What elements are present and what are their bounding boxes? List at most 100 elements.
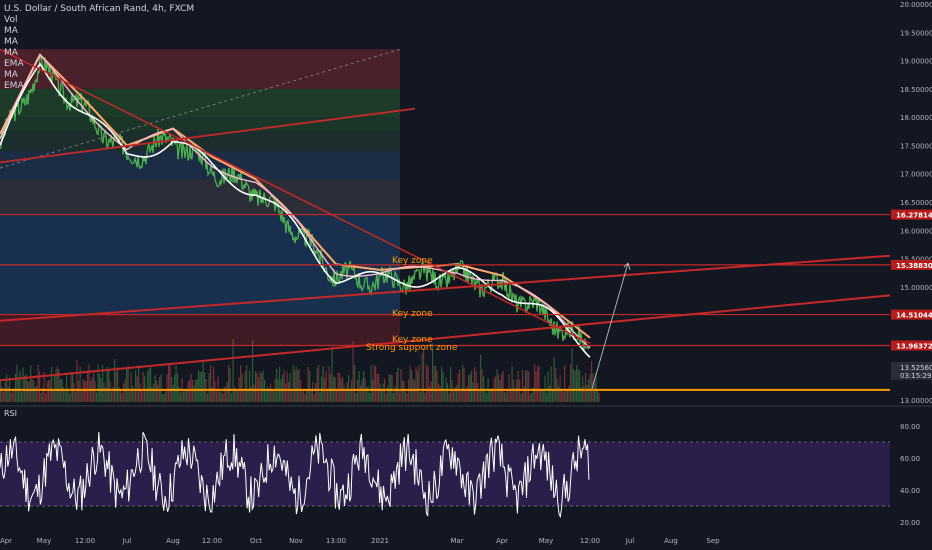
indicator-vol[interactable]: Vol xyxy=(4,15,18,25)
volume-bar xyxy=(37,364,39,402)
volume-bar xyxy=(576,364,578,402)
y-tick-label: 17.50000 xyxy=(900,142,932,150)
volume-bar xyxy=(7,386,9,402)
volume-bar xyxy=(115,371,117,402)
volume-bar xyxy=(531,392,533,402)
volume-bar xyxy=(51,367,53,402)
volume-bar xyxy=(243,390,245,402)
volume-bar xyxy=(292,364,294,402)
ma-pink-line xyxy=(0,53,591,349)
volume-bar xyxy=(267,386,269,402)
x-tick-label: 2021 xyxy=(371,537,389,545)
volume-bar xyxy=(16,364,18,402)
volume-bar xyxy=(553,357,555,402)
price-label-box-1 xyxy=(891,259,932,270)
volume-bar xyxy=(399,390,401,402)
volume-bar xyxy=(375,366,377,402)
volume-bar xyxy=(475,371,477,402)
volume-bar xyxy=(504,391,506,402)
volume-bar xyxy=(265,389,267,402)
volume-bar xyxy=(558,386,560,402)
volume-bar xyxy=(105,387,107,402)
volume-bar xyxy=(552,389,554,402)
volume-bar xyxy=(175,365,177,402)
volume-bar xyxy=(580,387,582,402)
volume-bar xyxy=(81,390,83,402)
volume-bar xyxy=(432,343,434,402)
volume-bar xyxy=(523,386,525,402)
volume-bar xyxy=(177,373,179,402)
volume-bar xyxy=(369,393,371,402)
time-axis[interactable]: Apr May 12:00 Jul Aug 12:00 Oct Nov 13:00 2021 Mar… xyxy=(0,532,890,550)
volume-bar xyxy=(225,386,227,402)
price-label-0: 16.27814 xyxy=(896,212,932,220)
trendlines[interactable] xyxy=(0,48,891,391)
volume-bar xyxy=(111,391,113,402)
volume-bar xyxy=(130,372,132,402)
volume-bar xyxy=(253,384,255,402)
indicator-ma-2[interactable]: MA xyxy=(4,37,18,47)
indicator-ma-3[interactable]: MA xyxy=(4,48,18,58)
volume-bar xyxy=(87,370,89,402)
volume-bar xyxy=(13,388,15,402)
x-tick-label: Mar xyxy=(450,537,463,545)
volume-bar xyxy=(63,387,65,402)
volume-bar xyxy=(127,365,129,402)
volume-bar xyxy=(30,365,32,402)
volume-bar xyxy=(339,373,341,402)
volume-bar xyxy=(541,390,543,402)
volume-bar xyxy=(555,367,557,402)
volume-bar xyxy=(28,381,30,402)
annotation-key-zone-3: Key zone xyxy=(392,335,433,345)
volume-bar xyxy=(414,380,416,402)
volume-bar xyxy=(532,387,534,402)
volume-bar xyxy=(418,365,420,402)
volume-bar xyxy=(337,372,339,402)
annotation-key-zone-1: Key zone xyxy=(392,256,433,266)
volume-bar xyxy=(535,371,537,402)
volume-bar xyxy=(525,370,527,402)
price-label-box-2 xyxy=(891,309,932,320)
volume-bar xyxy=(109,381,111,402)
volume-bar xyxy=(190,373,192,402)
volume-bar xyxy=(207,393,209,402)
rsi-pane[interactable]: RSI 80.00 60.00 40.00 20.00 xyxy=(0,405,932,527)
volume-bar xyxy=(4,381,6,402)
volume-bar xyxy=(192,380,194,402)
x-tick-label: Jul xyxy=(625,537,635,545)
volume-bar xyxy=(466,386,468,402)
volume-bar xyxy=(49,379,51,402)
volume-bar xyxy=(282,374,284,402)
volume-bar xyxy=(351,379,353,402)
x-tick-label: Aug xyxy=(166,537,180,545)
volume-bar xyxy=(154,375,156,402)
fib-zone-5 xyxy=(0,179,400,215)
volume-bar xyxy=(402,380,404,402)
fib-zone-3 xyxy=(0,131,400,152)
volume-bar xyxy=(370,365,372,402)
volume-bar xyxy=(126,367,128,402)
price-label-3: 13.96372 xyxy=(896,342,932,350)
volume-bar xyxy=(156,380,158,402)
volume-bar xyxy=(288,382,290,402)
volume-bar xyxy=(579,370,581,402)
volume-bar xyxy=(378,373,380,402)
indicator-ma-4[interactable]: MA xyxy=(4,70,18,80)
volume-bar xyxy=(214,381,216,402)
volume-bar xyxy=(193,386,195,402)
indicator-ema-2[interactable]: EMA xyxy=(4,81,24,91)
indicator-ema-1[interactable]: EMA xyxy=(4,59,24,69)
volume-bar xyxy=(45,393,47,402)
volume-bar xyxy=(246,364,248,402)
indicator-ma-1[interactable]: MA xyxy=(4,26,18,36)
volume-bar xyxy=(429,386,431,402)
volume-bar xyxy=(10,392,12,402)
price-axis[interactable]: 20.00000 19.50000 19.00000 18.50000 18.00000… xyxy=(890,0,932,550)
volume-bar xyxy=(319,391,321,402)
volume-bar xyxy=(25,374,27,402)
symbol-title[interactable]: U.S. Dollar / South African Rand, 4h, FX… xyxy=(4,4,195,14)
volume-bar xyxy=(52,389,54,402)
volume-bar xyxy=(550,366,552,402)
volume-bar xyxy=(73,383,75,402)
